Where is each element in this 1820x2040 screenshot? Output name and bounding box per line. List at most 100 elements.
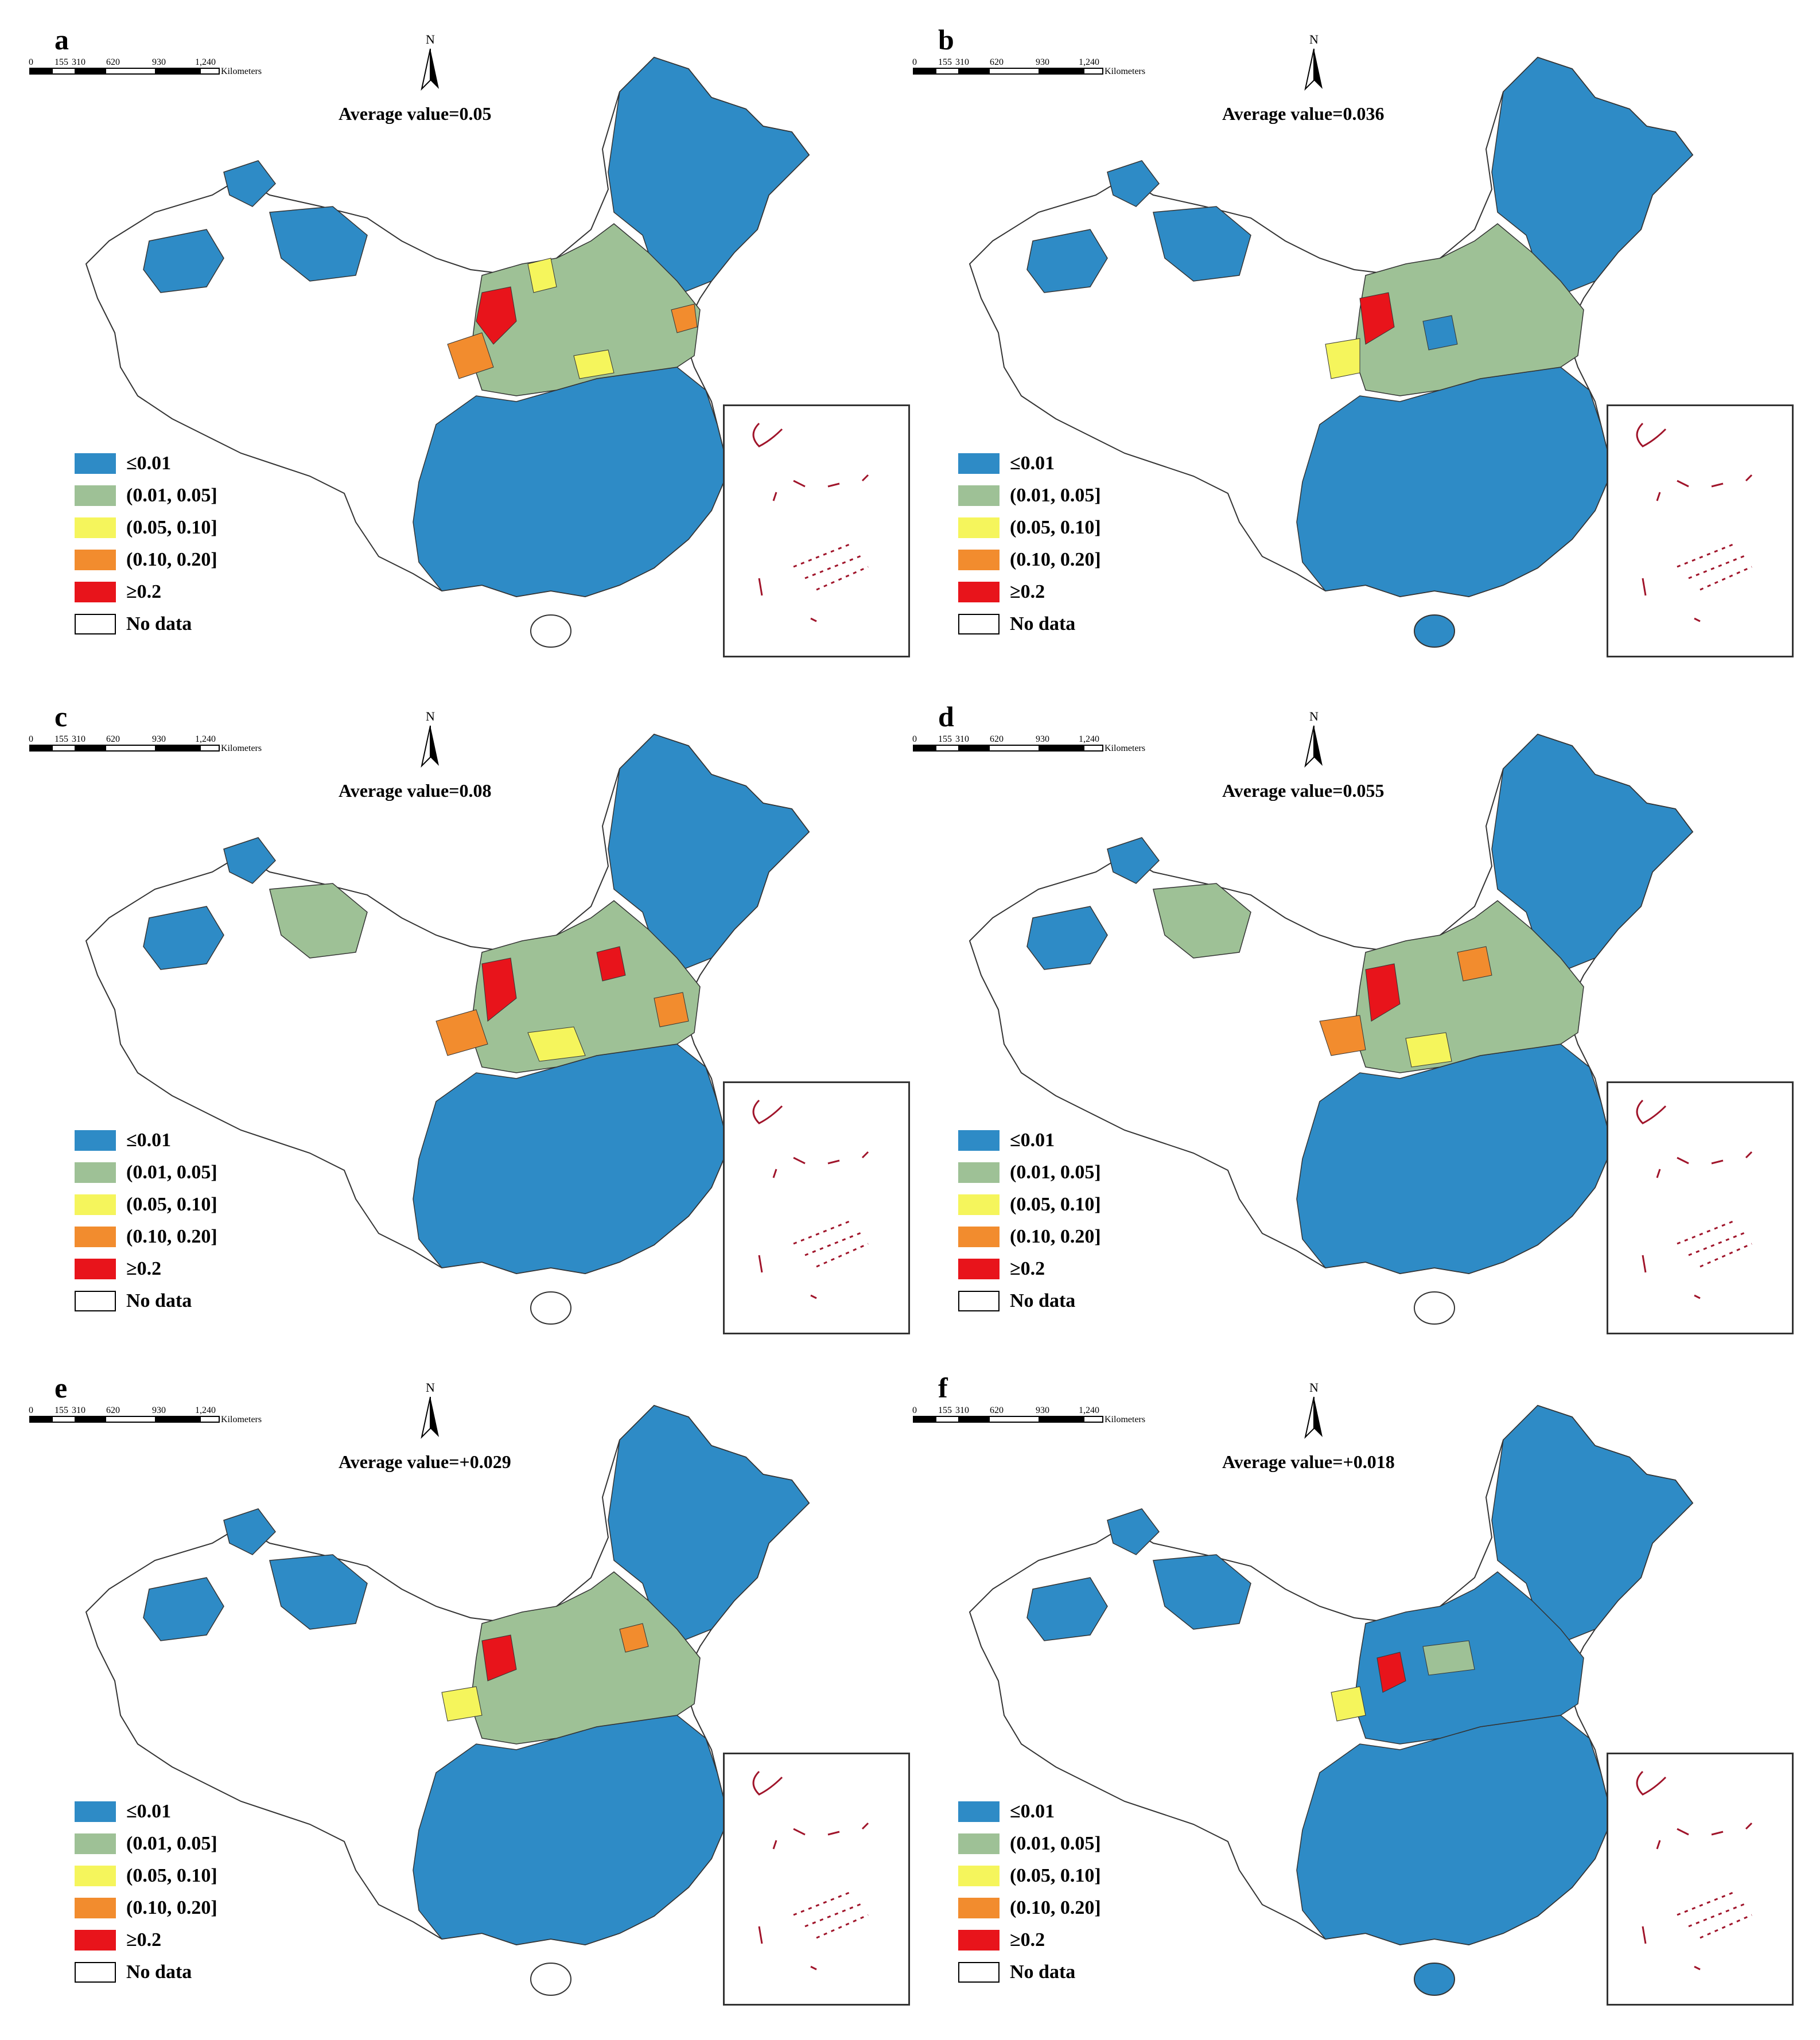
legend-label: ≤0.01 <box>126 1130 172 1151</box>
svg-text:1,240: 1,240 <box>195 734 216 744</box>
legend-label: ≥0.2 <box>1010 1929 1045 1951</box>
svg-text:310: 310 <box>955 734 969 744</box>
svg-text:930: 930 <box>1036 1406 1049 1415</box>
legend-item: ≥0.2 <box>958 1253 1101 1285</box>
legend-item: No data <box>958 1956 1101 1988</box>
legend-item: (0.01, 0.05] <box>75 1157 217 1189</box>
legend-item: ≥0.2 <box>75 1253 217 1285</box>
legend-label: ≤0.01 <box>126 1801 172 1822</box>
legend-item: ≤0.01 <box>958 447 1101 480</box>
legend-item: (0.05, 0.10] <box>75 1860 217 1892</box>
svg-text:620: 620 <box>990 734 1004 744</box>
svg-text:310: 310 <box>955 1406 969 1415</box>
legend: ≤0.01 (0.01, 0.05] (0.05, 0.10] (0.10, 0… <box>75 1796 217 1988</box>
svg-text:0: 0 <box>912 734 917 744</box>
north-arrow-icon: N <box>421 32 439 91</box>
legend-item: ≥0.2 <box>75 576 217 608</box>
svg-text:0: 0 <box>29 734 33 744</box>
svg-text:930: 930 <box>152 734 166 744</box>
legend-label: ≥0.2 <box>126 1258 162 1279</box>
legend-item: No data <box>958 608 1101 640</box>
legend-label: ≥0.2 <box>1010 581 1045 602</box>
panel-letter: f <box>938 1372 948 1404</box>
legend: ≤0.01 (0.01, 0.05] (0.05, 0.10] (0.10, 0… <box>958 1796 1101 1988</box>
map-panel-c: c Average value=0.08 0 155 310 620 930 1… <box>23 700 918 1365</box>
legend: ≤0.01 (0.01, 0.05] (0.05, 0.10] (0.10, 0… <box>75 447 217 640</box>
svg-text:1,240: 1,240 <box>1079 734 1099 744</box>
svg-text:N: N <box>1309 1380 1319 1395</box>
legend-label: (0.05, 0.10] <box>1010 1194 1101 1215</box>
legend-item: (0.10, 0.20] <box>958 544 1101 576</box>
legend-label: ≥0.2 <box>126 1929 162 1951</box>
legend-label: No data <box>1010 613 1076 634</box>
svg-text:930: 930 <box>152 57 166 67</box>
south-china-sea-inset <box>1607 1753 1794 2006</box>
legend-item: ≤0.01 <box>75 447 217 480</box>
legend-label: (0.10, 0.20] <box>1010 1226 1101 1247</box>
china-map <box>969 57 1693 648</box>
legend-label: (0.01, 0.05] <box>126 1833 217 1854</box>
legend-label: (0.01, 0.05] <box>1010 485 1101 506</box>
svg-text:0: 0 <box>29 57 33 67</box>
legend-label: ≤0.01 <box>1010 1801 1055 1822</box>
china-map <box>85 57 810 648</box>
legend-label: (0.05, 0.10] <box>126 517 217 538</box>
south-china-sea-inset <box>1607 404 1794 657</box>
legend-label: (0.01, 0.05] <box>126 485 217 506</box>
legend-item: (0.01, 0.05] <box>75 1828 217 1860</box>
legend-item: (0.10, 0.20] <box>75 544 217 576</box>
legend-label: (0.10, 0.20] <box>126 1897 217 1918</box>
average-value: Average value=0.036 <box>1222 103 1385 124</box>
china-map <box>969 1405 1693 1996</box>
svg-text:155: 155 <box>55 1406 68 1415</box>
svg-text:1,240: 1,240 <box>195 57 216 67</box>
legend-label: (0.05, 0.10] <box>1010 517 1101 538</box>
north-arrow-icon: N <box>1304 32 1323 91</box>
average-value: Average value=0.055 <box>1222 780 1385 801</box>
svg-text:Kilometers: Kilometers <box>1105 67 1145 76</box>
legend: ≤0.01 (0.01, 0.05] (0.05, 0.10] (0.10, 0… <box>75 1124 217 1317</box>
legend-item: ≥0.2 <box>958 1924 1101 1956</box>
north-arrow-icon: N <box>1304 709 1323 768</box>
legend-label: (0.01, 0.05] <box>1010 1833 1101 1854</box>
svg-text:0: 0 <box>29 1406 33 1415</box>
svg-text:620: 620 <box>106 57 120 67</box>
legend-label: No data <box>126 1290 192 1311</box>
legend-label: (0.05, 0.10] <box>126 1194 217 1215</box>
svg-text:930: 930 <box>1036 734 1049 744</box>
legend-label: (0.05, 0.10] <box>126 1865 217 1886</box>
svg-text:930: 930 <box>1036 57 1049 67</box>
scale-bar: 0 155 310 620 930 1,240 Kilometers <box>912 734 1145 753</box>
legend-item: ≥0.2 <box>958 576 1101 608</box>
legend-item: (0.10, 0.20] <box>75 1221 217 1253</box>
legend-label: No data <box>1010 1961 1076 1983</box>
svg-text:620: 620 <box>106 1406 120 1415</box>
svg-text:930: 930 <box>152 1406 166 1415</box>
china-map <box>85 734 810 1325</box>
china-map <box>969 734 1693 1325</box>
scale-bar: 0 155 310 620 930 1,240 Kilometers <box>29 57 262 76</box>
legend-label: ≥0.2 <box>126 581 162 602</box>
panel-letter: a <box>55 24 69 56</box>
svg-text:Kilometers: Kilometers <box>221 743 262 753</box>
panel-letter: c <box>55 700 68 733</box>
svg-text:155: 155 <box>938 57 952 67</box>
svg-text:1,240: 1,240 <box>1079 57 1099 67</box>
legend-item: ≤0.01 <box>958 1124 1101 1157</box>
legend-item: (0.05, 0.10] <box>75 512 217 544</box>
svg-text:Kilometers: Kilometers <box>221 1415 262 1424</box>
svg-text:155: 155 <box>55 734 68 744</box>
svg-text:N: N <box>1309 709 1319 723</box>
legend-label: (0.05, 0.10] <box>1010 1865 1101 1886</box>
legend-item: (0.01, 0.05] <box>958 480 1101 512</box>
svg-text:N: N <box>426 32 435 46</box>
legend-item: (0.01, 0.05] <box>75 480 217 512</box>
map-panel-b: b Average value=0.036 0 155 310 620 930 … <box>907 23 1802 688</box>
panel-letter: b <box>938 24 954 56</box>
legend-label: ≥0.2 <box>1010 1258 1045 1279</box>
svg-text:310: 310 <box>72 734 85 744</box>
south-china-sea-inset <box>723 1081 910 1334</box>
legend-item: No data <box>958 1285 1101 1317</box>
legend-item: ≥0.2 <box>75 1924 217 1956</box>
scale-bar: 0 155 310 620 930 1,240 Kilometers <box>29 734 262 753</box>
